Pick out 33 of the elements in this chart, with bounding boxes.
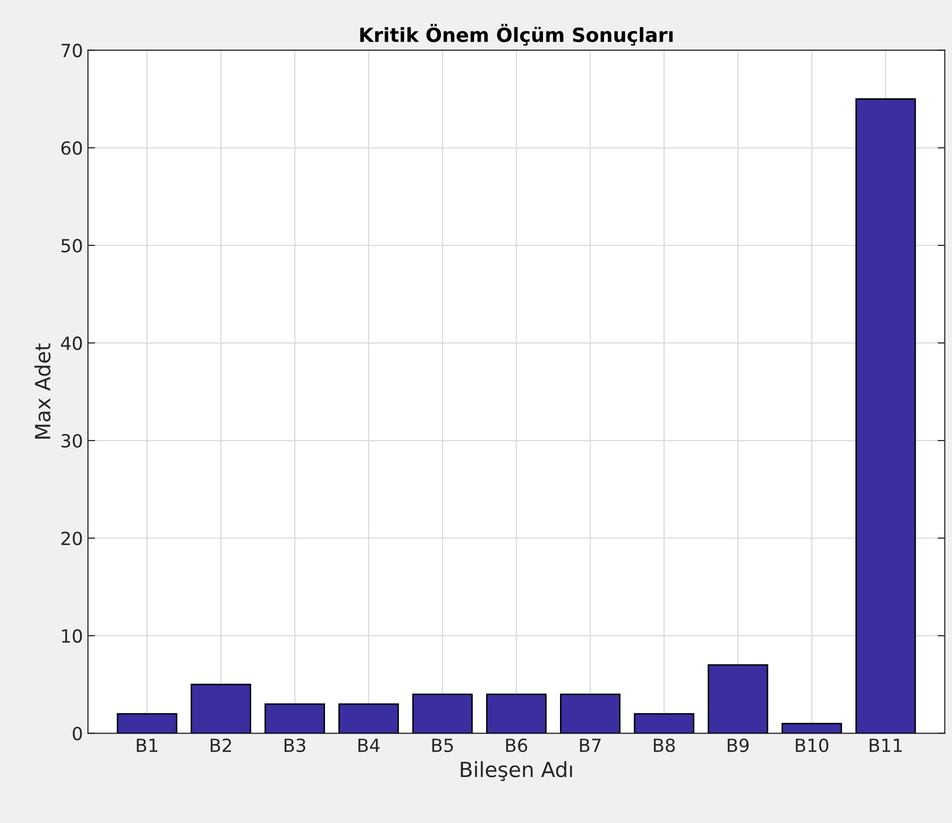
y-tick-label: 0 <box>72 726 82 740</box>
chart-title: Kritik Önem Ölçüm Sonuçları <box>360 24 673 46</box>
x-tick-label: B9 <box>728 738 749 752</box>
bar <box>116 713 178 734</box>
x-tick-label: B10 <box>796 738 828 752</box>
x-tick-label: B3 <box>284 738 306 752</box>
bar <box>560 694 620 734</box>
x-axis-title: Bileşen Adı <box>460 761 572 782</box>
bar <box>190 684 252 734</box>
x-tick-label: B1 <box>136 738 158 752</box>
x-tick-label: B11 <box>870 738 902 752</box>
bar <box>855 98 916 734</box>
bar <box>338 703 399 734</box>
y-tick-label: 40 <box>61 336 82 350</box>
y-tick-label: 10 <box>62 629 82 643</box>
x-tick-label: B7 <box>580 738 601 752</box>
y-tick-label: 50 <box>62 238 82 252</box>
y-tick-label: 60 <box>61 141 82 155</box>
bar <box>708 664 768 734</box>
bar <box>486 694 547 734</box>
x-tick-label: B2 <box>210 738 232 752</box>
bar <box>782 722 842 734</box>
x-tick-label: B5 <box>432 738 453 752</box>
x-tick-label: B6 <box>506 738 528 752</box>
y-tick-label: 70 <box>62 44 82 58</box>
x-tick-label: B8 <box>654 738 675 752</box>
y-tick-label: 20 <box>61 532 82 546</box>
bar <box>264 703 326 734</box>
x-tick-label: B4 <box>358 738 380 752</box>
y-axis-title: Max Adet <box>34 343 51 439</box>
y-tick-label: 30 <box>62 434 82 448</box>
bar <box>412 694 473 734</box>
bar <box>634 713 694 734</box>
